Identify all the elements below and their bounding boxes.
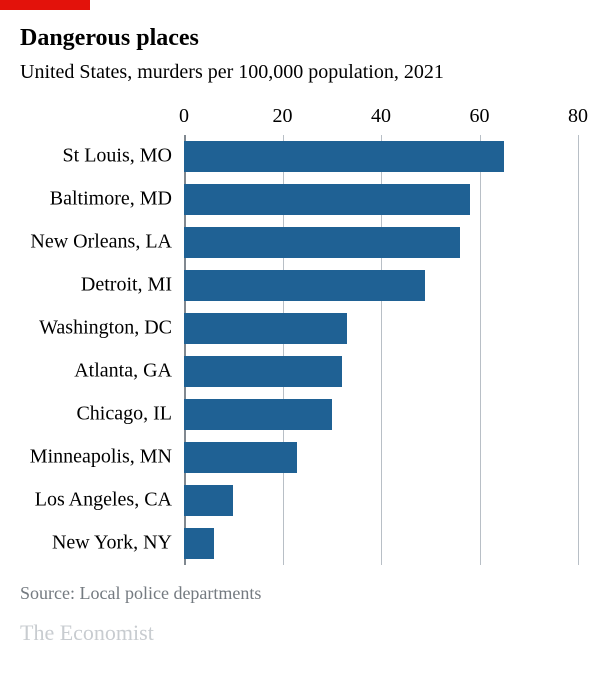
category-label: Chicago, IL [76,403,184,426]
category-label: Baltimore, MD [50,188,184,211]
bar-row: New Orleans, LA [184,227,578,258]
bar [184,399,332,430]
bar-row: Minneapolis, MN [184,442,578,473]
chart-subtitle: United States, murders per 100,000 popul… [20,59,588,85]
x-tick-label: 60 [470,105,490,128]
bar [184,184,470,215]
bar-row: New York, NY [184,528,578,559]
category-label: Los Angeles, CA [35,489,184,512]
chart-container: Dangerous places United States, murders … [0,24,608,666]
bar-row: Washington, DC [184,313,578,344]
chart-title: Dangerous places [20,24,588,53]
grid-line [578,135,579,565]
x-tick-label: 20 [273,105,293,128]
category-label: New Orleans, LA [30,231,184,254]
bar [184,442,297,473]
bar-row: Baltimore, MD [184,184,578,215]
bar [184,313,347,344]
x-tick-label: 40 [371,105,391,128]
category-label: New York, NY [52,532,184,555]
bar [184,141,504,172]
chart-plot-area: 020406080 St Louis, MOBaltimore, MDNew O… [184,105,578,565]
source-text: Source: Local police departments [20,583,588,604]
brand-text: The Economist [20,620,588,646]
bar-row: Chicago, IL [184,399,578,430]
category-label: Detroit, MI [81,274,184,297]
accent-tab [0,0,90,10]
category-label: Minneapolis, MN [30,446,184,469]
bar-row: St Louis, MO [184,141,578,172]
bar-row: Los Angeles, CA [184,485,578,516]
bar-row: Atlanta, GA [184,356,578,387]
bar [184,485,233,516]
bar [184,270,425,301]
category-label: Atlanta, GA [74,360,184,383]
x-tick-label: 0 [179,105,189,128]
bar-row: Detroit, MI [184,270,578,301]
bar [184,227,460,258]
bar [184,356,342,387]
x-axis-labels: 020406080 [184,105,578,135]
x-tick-label: 80 [568,105,588,128]
category-label: Washington, DC [39,317,184,340]
bar [184,528,214,559]
bars-group: St Louis, MO Baltimore, MD New Orleans, LA… [184,135,578,565]
category-label: St Louis, MO [63,145,184,168]
